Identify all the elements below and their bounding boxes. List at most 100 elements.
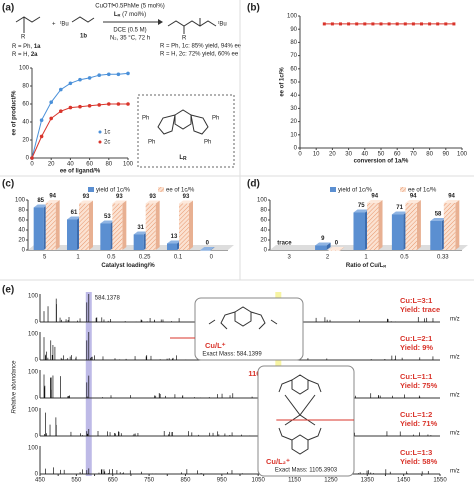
y-tick-label: 60 bbox=[22, 102, 29, 108]
point bbox=[59, 87, 63, 92]
point bbox=[379, 22, 383, 26]
legend-marker bbox=[98, 140, 102, 144]
value-label: 9 bbox=[321, 236, 325, 242]
value-label: 13 bbox=[171, 234, 178, 240]
y-tick-label: 90 bbox=[290, 27, 297, 33]
point bbox=[116, 72, 121, 77]
legend-label: 2c bbox=[104, 140, 110, 146]
point bbox=[68, 105, 73, 110]
y-tick-label: 100 bbox=[19, 66, 30, 72]
x-tick-label: 100 bbox=[457, 152, 468, 158]
legend-label: 1c bbox=[104, 130, 110, 136]
bar bbox=[112, 203, 123, 250]
legend-swatch bbox=[400, 187, 406, 192]
y-tick-label: 40 bbox=[260, 228, 267, 234]
x-tick-label: 1050 bbox=[252, 478, 266, 484]
y-top-label: 100 bbox=[28, 446, 39, 452]
y-tick-label: 0 bbox=[264, 248, 268, 254]
legend-label: ee of 1c/% bbox=[408, 188, 437, 194]
bar bbox=[179, 203, 189, 250]
x-tick-label: 650 bbox=[108, 478, 119, 484]
product-r: R bbox=[182, 36, 187, 42]
yield-label: Yield: 71% bbox=[400, 419, 438, 428]
bar-side bbox=[326, 242, 331, 250]
x-tick-label: 0 bbox=[30, 162, 34, 168]
ligand-ph: Ph bbox=[142, 116, 149, 122]
x-tick-label: 1150 bbox=[288, 478, 302, 484]
x-tick-label: 20 bbox=[329, 152, 336, 158]
ligand-box bbox=[137, 94, 235, 168]
ratio-label: Cu:L=2:1 bbox=[400, 334, 432, 343]
ligand-ph: Ph bbox=[212, 116, 219, 122]
point bbox=[355, 22, 359, 26]
ratio-label: Cu:L=1:1 bbox=[400, 372, 432, 381]
bar bbox=[45, 203, 56, 250]
y-tick-label: 80 bbox=[290, 40, 297, 46]
x-tick-label: 550 bbox=[71, 478, 82, 484]
panel-label: (c) bbox=[2, 179, 14, 190]
point bbox=[59, 109, 63, 113]
bar bbox=[367, 203, 379, 250]
point bbox=[395, 22, 399, 26]
x-tick-label: 5 bbox=[43, 255, 47, 261]
bar-top bbox=[405, 200, 421, 203]
bar bbox=[167, 243, 177, 250]
y-tick-label: 100 bbox=[15, 198, 26, 204]
y-axis-label: ee of 1c/% bbox=[280, 67, 286, 97]
point bbox=[126, 102, 130, 106]
bar-side bbox=[416, 200, 421, 250]
reagent-label: 1b bbox=[80, 34, 87, 40]
bar-top bbox=[391, 211, 408, 215]
complex-box bbox=[194, 297, 304, 361]
x-tick-label: 100 bbox=[123, 162, 134, 168]
y-tick-label: 80 bbox=[22, 84, 29, 90]
bar-side bbox=[340, 247, 345, 251]
panel-label: (e) bbox=[2, 285, 14, 296]
panel-a: (a) R R = Ph, 1a R = H, 2a + ᵗBu 1b CuOT… bbox=[2, 3, 242, 168]
bar-top bbox=[33, 204, 48, 208]
ratio-label: Cu:L=1:3 bbox=[400, 448, 432, 457]
x-tick-label: 1250 bbox=[324, 478, 338, 484]
y-tick-label: 0 bbox=[26, 156, 30, 162]
y-top-label: 100 bbox=[28, 294, 39, 300]
bar bbox=[443, 203, 456, 250]
yield-label: Yield: 75% bbox=[400, 381, 438, 390]
y-tick-label: 80 bbox=[18, 208, 25, 214]
x-tick-label: 2 bbox=[326, 255, 330, 261]
x-tick-label: 3 bbox=[288, 255, 292, 261]
y-top-label: 100 bbox=[28, 332, 39, 338]
bar-top bbox=[179, 200, 193, 204]
value-label: 93 bbox=[116, 194, 123, 200]
panel-label: (a) bbox=[2, 3, 14, 14]
bar-top bbox=[200, 247, 215, 250]
point bbox=[107, 72, 111, 77]
bar-side bbox=[55, 200, 60, 250]
x-axis-label: Ratio of Cu/LR bbox=[346, 263, 386, 269]
point bbox=[39, 134, 44, 139]
y-tick-label: 20 bbox=[22, 138, 29, 144]
complex-structure bbox=[278, 374, 322, 455]
bar bbox=[67, 219, 77, 250]
series-line bbox=[31, 72, 129, 159]
ion-label: Cu/L⁺ bbox=[205, 341, 226, 350]
point bbox=[371, 22, 375, 26]
substrate-r: R bbox=[21, 35, 26, 41]
point bbox=[78, 104, 82, 109]
ligand-structure bbox=[157, 109, 209, 135]
product-structure bbox=[167, 18, 217, 34]
value-label: 93 bbox=[149, 194, 156, 200]
point bbox=[322, 22, 326, 26]
x-tick-label: 40 bbox=[67, 162, 74, 168]
y-top-label: 100 bbox=[28, 370, 39, 376]
value-label: 0 bbox=[335, 241, 339, 247]
point bbox=[87, 76, 92, 80]
point bbox=[420, 22, 423, 26]
bar-top bbox=[353, 209, 369, 213]
y-tick-label: 80 bbox=[260, 208, 267, 214]
complex-box bbox=[257, 365, 355, 477]
x-tick-label: 60 bbox=[86, 162, 93, 168]
y-bottom-label: 0 bbox=[35, 320, 39, 326]
reagent-tbu: ᵗBu bbox=[60, 21, 69, 28]
mass-label: Exact Mass: 584.1399 bbox=[202, 352, 262, 358]
